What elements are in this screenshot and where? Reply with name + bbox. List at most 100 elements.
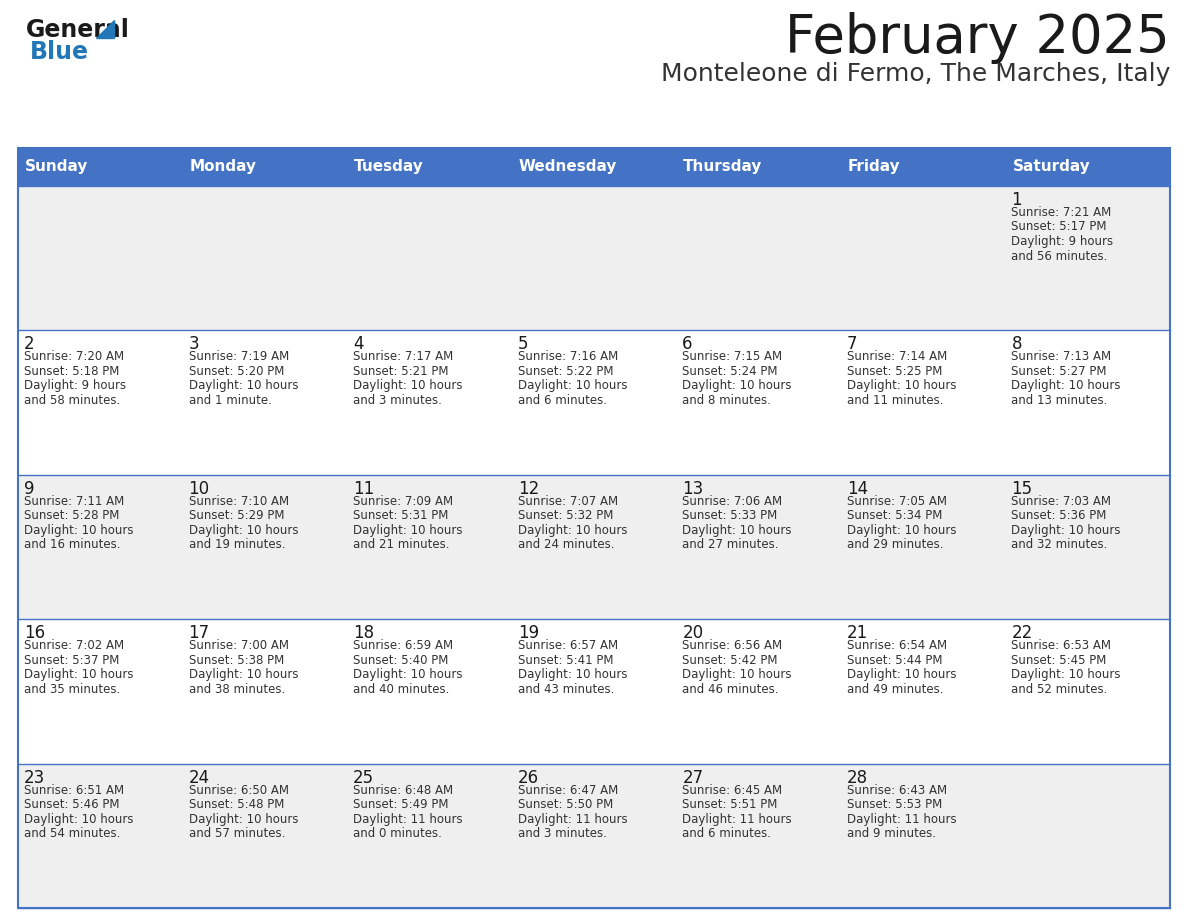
Text: February 2025: February 2025: [785, 12, 1170, 64]
Text: 21: 21: [847, 624, 868, 643]
Text: Daylight: 11 hours: Daylight: 11 hours: [353, 812, 463, 825]
Text: 19: 19: [518, 624, 539, 643]
Text: Daylight: 10 hours: Daylight: 10 hours: [189, 668, 298, 681]
Text: and 1 minute.: and 1 minute.: [189, 394, 271, 407]
Text: Sunset: 5:42 PM: Sunset: 5:42 PM: [682, 654, 778, 666]
Text: Sunrise: 7:19 AM: Sunrise: 7:19 AM: [189, 351, 289, 364]
Text: Thursday: Thursday: [683, 160, 763, 174]
Text: Daylight: 10 hours: Daylight: 10 hours: [24, 524, 133, 537]
Text: 18: 18: [353, 624, 374, 643]
Text: 20: 20: [682, 624, 703, 643]
Text: Sunset: 5:51 PM: Sunset: 5:51 PM: [682, 798, 778, 812]
Text: Daylight: 10 hours: Daylight: 10 hours: [1011, 668, 1121, 681]
Text: and 3 minutes.: and 3 minutes.: [353, 394, 442, 407]
Text: 22: 22: [1011, 624, 1032, 643]
Text: Sunrise: 7:00 AM: Sunrise: 7:00 AM: [189, 639, 289, 652]
Text: Daylight: 10 hours: Daylight: 10 hours: [847, 379, 956, 392]
Polygon shape: [96, 20, 114, 38]
Text: and 58 minutes.: and 58 minutes.: [24, 394, 120, 407]
Text: 5: 5: [518, 335, 529, 353]
Text: Monday: Monday: [190, 160, 257, 174]
Text: Sunrise: 7:06 AM: Sunrise: 7:06 AM: [682, 495, 783, 508]
Text: Sunrise: 6:48 AM: Sunrise: 6:48 AM: [353, 784, 454, 797]
Text: and 29 minutes.: and 29 minutes.: [847, 538, 943, 552]
Text: Daylight: 10 hours: Daylight: 10 hours: [518, 668, 627, 681]
Text: 6: 6: [682, 335, 693, 353]
Text: Sunset: 5:25 PM: Sunset: 5:25 PM: [847, 364, 942, 378]
Text: Sunset: 5:29 PM: Sunset: 5:29 PM: [189, 509, 284, 522]
Text: and 52 minutes.: and 52 minutes.: [1011, 683, 1107, 696]
Text: Daylight: 10 hours: Daylight: 10 hours: [24, 812, 133, 825]
Text: Daylight: 10 hours: Daylight: 10 hours: [24, 668, 133, 681]
Text: Sunset: 5:21 PM: Sunset: 5:21 PM: [353, 364, 449, 378]
Text: and 38 minutes.: and 38 minutes.: [189, 683, 285, 696]
Text: 16: 16: [24, 624, 45, 643]
Text: and 3 minutes.: and 3 minutes.: [518, 827, 607, 840]
Bar: [18, 148, 1170, 908]
Text: and 57 minutes.: and 57 minutes.: [189, 827, 285, 840]
Bar: [18, 620, 1170, 764]
Text: Sunrise: 6:45 AM: Sunrise: 6:45 AM: [682, 784, 783, 797]
Text: and 11 minutes.: and 11 minutes.: [847, 394, 943, 407]
Text: Sunset: 5:41 PM: Sunset: 5:41 PM: [518, 654, 613, 666]
Text: Sunset: 5:17 PM: Sunset: 5:17 PM: [1011, 220, 1107, 233]
Text: Sunset: 5:38 PM: Sunset: 5:38 PM: [189, 654, 284, 666]
Text: Blue: Blue: [30, 40, 89, 64]
Text: Daylight: 10 hours: Daylight: 10 hours: [189, 524, 298, 537]
Text: Sunrise: 6:59 AM: Sunrise: 6:59 AM: [353, 639, 454, 652]
Text: Sunrise: 6:54 AM: Sunrise: 6:54 AM: [847, 639, 947, 652]
Text: Daylight: 11 hours: Daylight: 11 hours: [518, 812, 627, 825]
Text: and 19 minutes.: and 19 minutes.: [189, 538, 285, 552]
Text: 17: 17: [189, 624, 210, 643]
Text: 23: 23: [24, 768, 45, 787]
Text: 7: 7: [847, 335, 858, 353]
Text: and 8 minutes.: and 8 minutes.: [682, 394, 771, 407]
Text: and 49 minutes.: and 49 minutes.: [847, 683, 943, 696]
Bar: [18, 330, 1170, 475]
Text: Sunset: 5:45 PM: Sunset: 5:45 PM: [1011, 654, 1107, 666]
Text: Daylight: 10 hours: Daylight: 10 hours: [518, 524, 627, 537]
Text: 24: 24: [189, 768, 210, 787]
Text: Sunrise: 7:21 AM: Sunrise: 7:21 AM: [1011, 206, 1112, 219]
Text: Sunset: 5:18 PM: Sunset: 5:18 PM: [24, 364, 119, 378]
Bar: [18, 148, 1170, 186]
Text: Daylight: 11 hours: Daylight: 11 hours: [682, 812, 792, 825]
Text: Sunrise: 6:43 AM: Sunrise: 6:43 AM: [847, 784, 947, 797]
Text: Daylight: 10 hours: Daylight: 10 hours: [847, 524, 956, 537]
Text: Sunrise: 7:17 AM: Sunrise: 7:17 AM: [353, 351, 454, 364]
Text: 27: 27: [682, 768, 703, 787]
Text: Sunrise: 6:51 AM: Sunrise: 6:51 AM: [24, 784, 124, 797]
Text: Sunrise: 6:50 AM: Sunrise: 6:50 AM: [189, 784, 289, 797]
Text: General: General: [26, 18, 129, 42]
Text: 15: 15: [1011, 480, 1032, 498]
Text: Daylight: 10 hours: Daylight: 10 hours: [518, 379, 627, 392]
Text: Sunrise: 6:56 AM: Sunrise: 6:56 AM: [682, 639, 783, 652]
Text: Daylight: 10 hours: Daylight: 10 hours: [1011, 379, 1121, 392]
Text: Sunrise: 6:53 AM: Sunrise: 6:53 AM: [1011, 639, 1112, 652]
Text: and 54 minutes.: and 54 minutes.: [24, 827, 120, 840]
Text: and 56 minutes.: and 56 minutes.: [1011, 250, 1107, 263]
Text: and 9 minutes.: and 9 minutes.: [847, 827, 936, 840]
Text: Friday: Friday: [848, 160, 901, 174]
Text: Saturday: Saturday: [1012, 160, 1091, 174]
Text: 9: 9: [24, 480, 34, 498]
Text: Sunset: 5:49 PM: Sunset: 5:49 PM: [353, 798, 449, 812]
Text: Sunrise: 7:20 AM: Sunrise: 7:20 AM: [24, 351, 124, 364]
Text: Daylight: 10 hours: Daylight: 10 hours: [189, 379, 298, 392]
Text: Sunrise: 7:03 AM: Sunrise: 7:03 AM: [1011, 495, 1112, 508]
Text: Sunset: 5:28 PM: Sunset: 5:28 PM: [24, 509, 119, 522]
Text: 8: 8: [1011, 335, 1022, 353]
Text: and 6 minutes.: and 6 minutes.: [682, 827, 771, 840]
Text: Sunset: 5:36 PM: Sunset: 5:36 PM: [1011, 509, 1107, 522]
Text: 25: 25: [353, 768, 374, 787]
Text: and 21 minutes.: and 21 minutes.: [353, 538, 449, 552]
Text: Sunrise: 7:14 AM: Sunrise: 7:14 AM: [847, 351, 947, 364]
Text: Sunset: 5:50 PM: Sunset: 5:50 PM: [518, 798, 613, 812]
Text: and 40 minutes.: and 40 minutes.: [353, 683, 449, 696]
Text: and 24 minutes.: and 24 minutes.: [518, 538, 614, 552]
Text: Sunrise: 7:11 AM: Sunrise: 7:11 AM: [24, 495, 125, 508]
Text: and 13 minutes.: and 13 minutes.: [1011, 394, 1107, 407]
Text: 12: 12: [518, 480, 539, 498]
Text: Sunset: 5:33 PM: Sunset: 5:33 PM: [682, 509, 777, 522]
Text: Sunday: Sunday: [25, 160, 88, 174]
